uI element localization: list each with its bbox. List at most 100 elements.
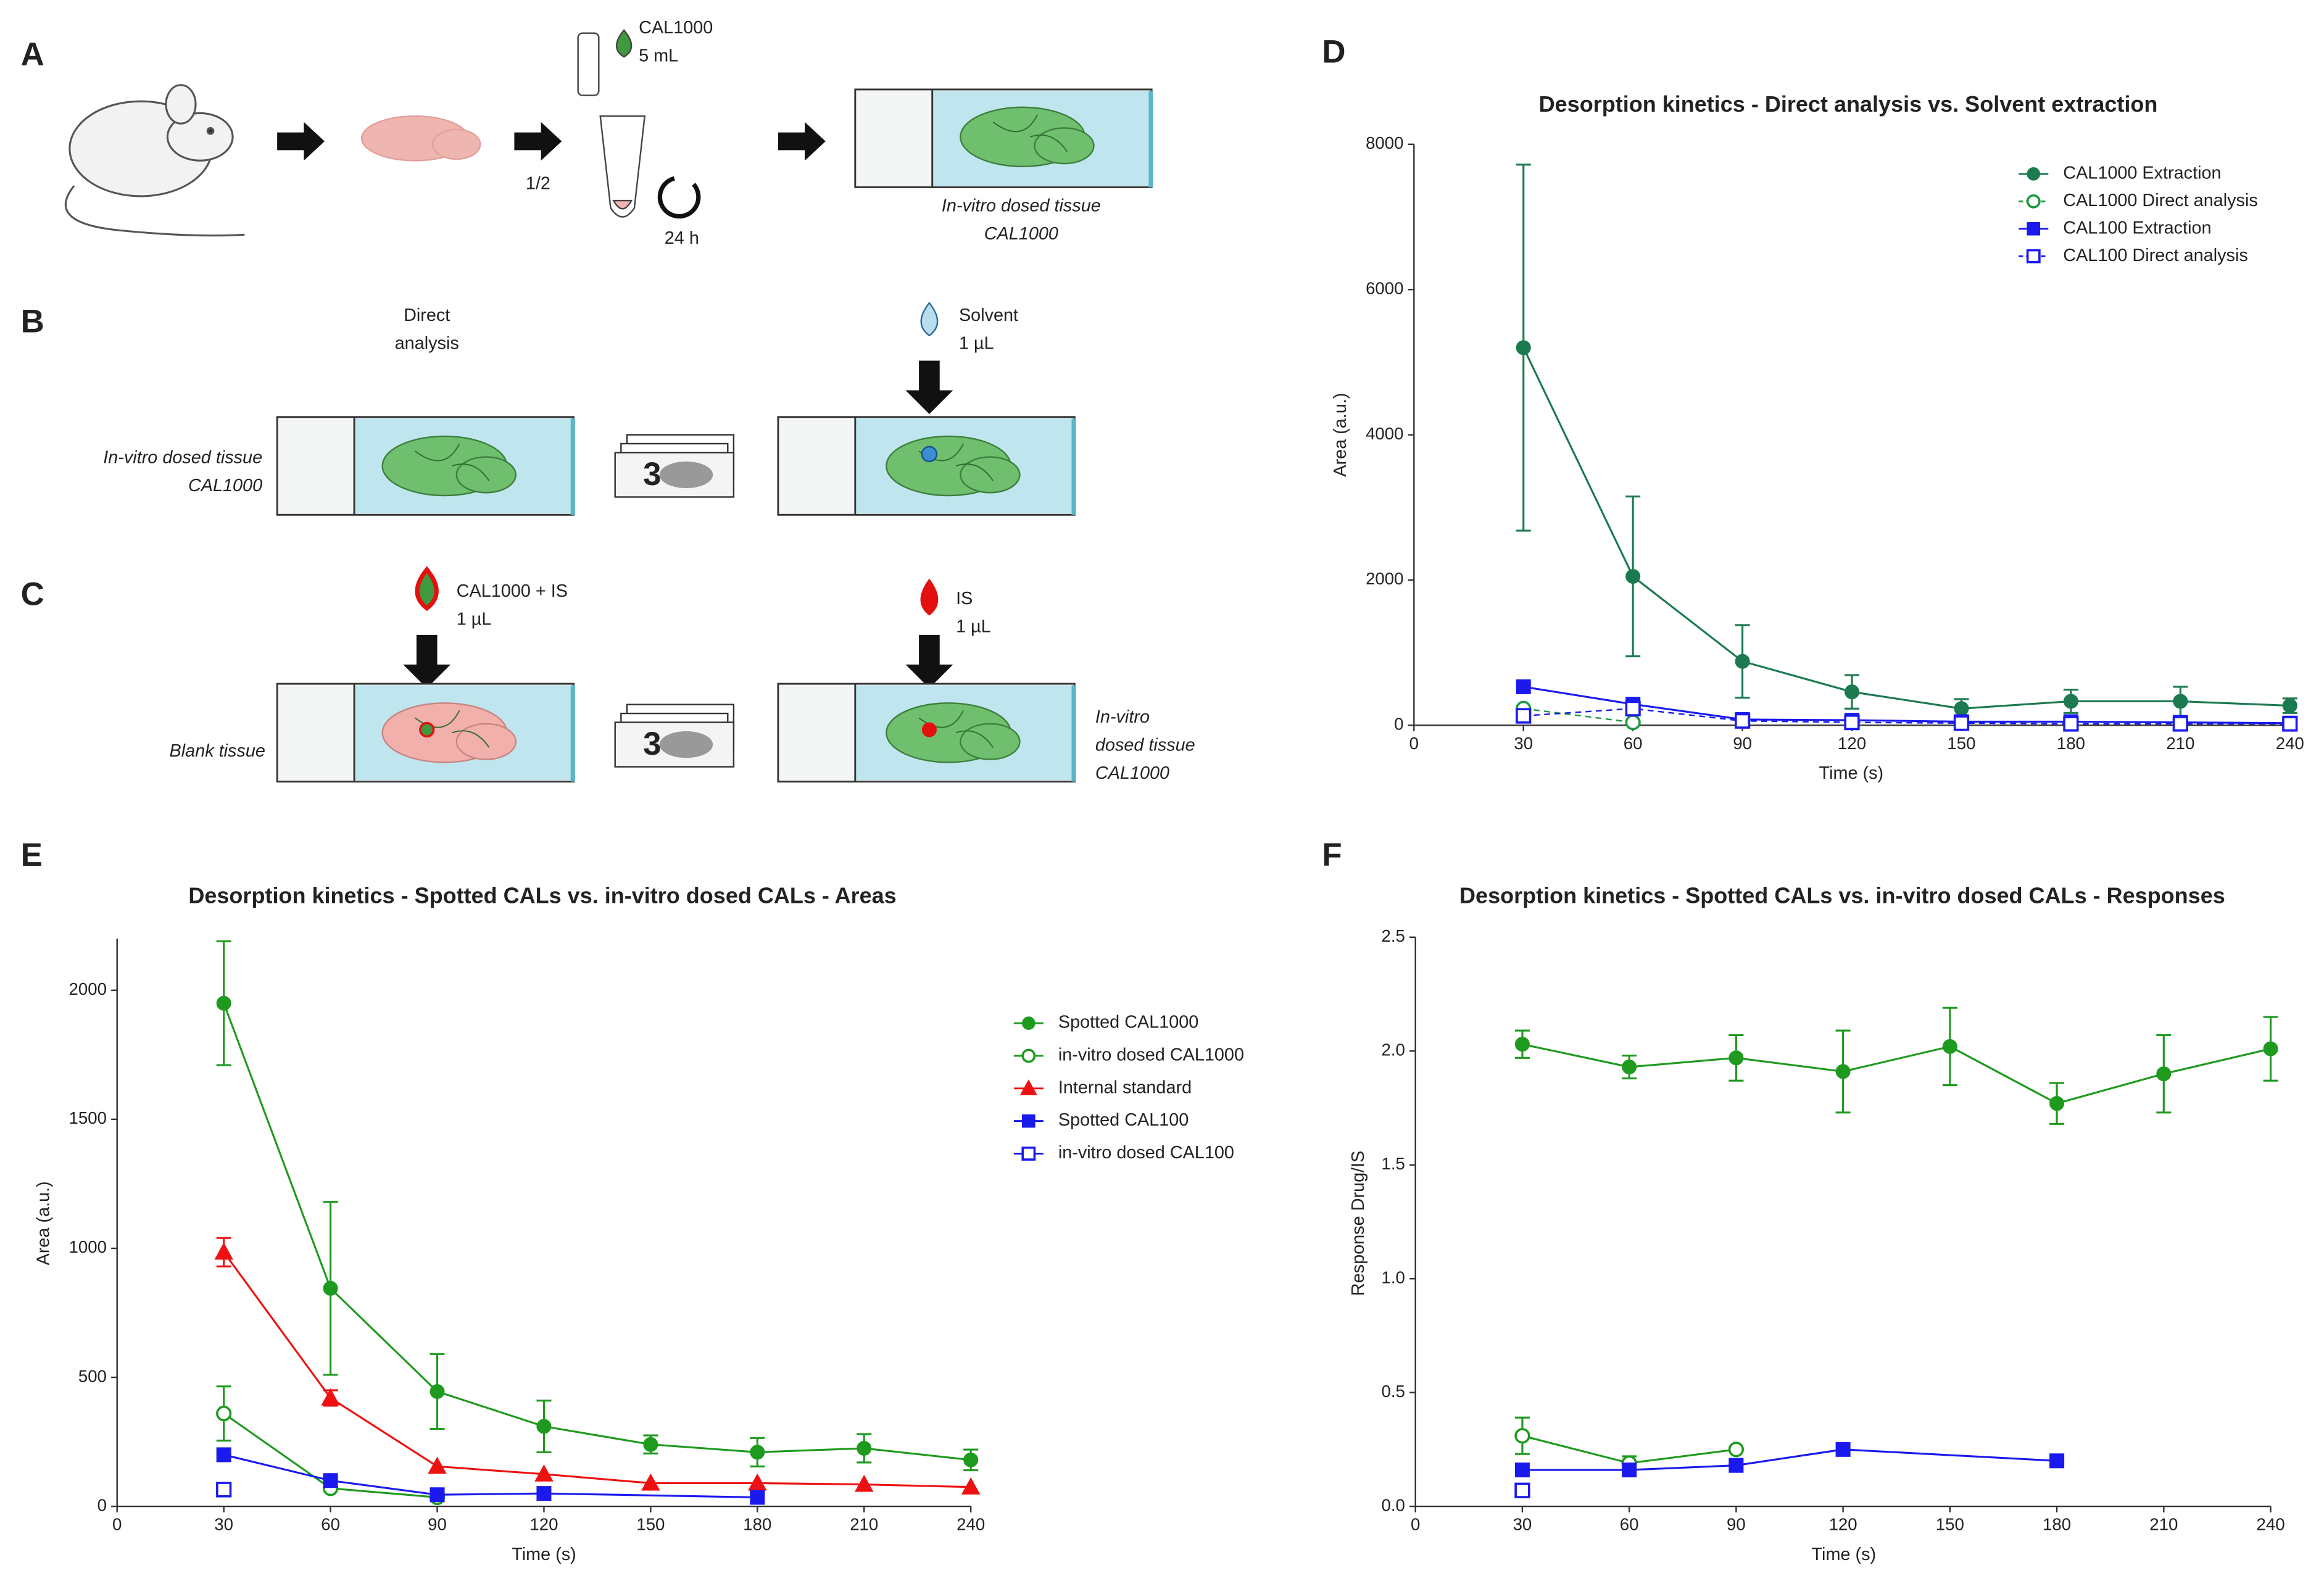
label: 1 µL: [956, 616, 991, 636]
marker: [1514, 1482, 1530, 1498]
chart: Desorption kinetics - Spotted CALs vs. i…: [34, 882, 1244, 1564]
y-tick-label: 1.0: [1382, 1268, 1405, 1287]
tissue: [360, 115, 481, 162]
y-axis-label: Area (a.u.): [1330, 393, 1350, 477]
marker: [2063, 694, 2078, 709]
x-tick-label: 60: [321, 1515, 340, 1534]
marker: [2049, 1453, 2065, 1469]
y-axis-label: Response Drug/IS: [1348, 1151, 1368, 1296]
x-tick-label: 240: [2256, 1515, 2285, 1534]
marker: [857, 1440, 872, 1456]
marker: [2263, 1041, 2278, 1056]
marker: [1622, 1060, 1637, 1075]
marker: [534, 1464, 554, 1482]
marker: [1728, 1442, 1745, 1458]
label: In-vitro: [1095, 707, 1150, 727]
marker: [2282, 698, 2297, 713]
marker: [216, 1482, 232, 1498]
marker: [1735, 654, 1750, 669]
marker: [430, 1487, 445, 1503]
chart-title: Desorption kinetics - Spotted CALs vs. i…: [188, 882, 896, 908]
series-line: [1523, 708, 2290, 725]
x-tick-label: 30: [1514, 734, 1533, 753]
marker: [1516, 708, 1532, 724]
marker: [2173, 694, 2188, 709]
marker: [1514, 1428, 1530, 1444]
x-tick-label: 120: [529, 1515, 558, 1534]
label: CAL1000: [1095, 763, 1169, 783]
spot: [921, 722, 937, 737]
marker: [2282, 716, 2298, 732]
label: 1/2: [526, 173, 550, 193]
x-tick-label: 0: [112, 1515, 122, 1534]
y-tick-label: 2.0: [1382, 1040, 1405, 1060]
label: 3: [643, 456, 661, 492]
marker: [1514, 1037, 1530, 1052]
label: Solvent: [959, 305, 1018, 325]
marker: [2027, 167, 2041, 181]
x-tick-label: 0: [1411, 1515, 1420, 1534]
legend-label: Spotted CAL100: [1058, 1110, 1189, 1130]
mouse: [64, 84, 245, 237]
marker: [2027, 222, 2041, 236]
drop: [920, 578, 939, 616]
arrow: [778, 122, 826, 161]
marker: [1728, 1050, 1744, 1066]
x-tick-label: 90: [428, 1515, 447, 1534]
y-tick-label: 1000: [69, 1237, 107, 1256]
y-axis-label: Area (a.u.): [34, 1181, 54, 1265]
x-tick-label: 60: [1624, 734, 1643, 753]
legend-label: CAL1000 Extraction: [2063, 163, 2221, 183]
chart-title: Desorption kinetics - Spotted CALs vs. i…: [1459, 882, 2225, 908]
legend-label: in-vitro dosed CAL1000: [1058, 1045, 1244, 1065]
x-tick-label: 90: [1727, 1515, 1746, 1534]
marker: [855, 1474, 874, 1492]
label: 1 µL: [959, 334, 994, 354]
marker: [1021, 1048, 1036, 1063]
chart-title: Desorption kinetics - Direct analysis vs…: [1539, 91, 2158, 117]
marker: [216, 1447, 231, 1463]
series-line: [1523, 686, 2290, 724]
label: CAL1000: [639, 18, 713, 38]
y-tick-label: 1500: [69, 1108, 107, 1127]
label: CAL1000: [188, 476, 262, 496]
label: 5 mL: [639, 46, 678, 66]
marker: [2026, 249, 2041, 264]
arrow: [905, 360, 953, 414]
x-tick-label: 150: [1947, 734, 1975, 753]
marker: [2156, 1066, 2172, 1082]
y-tick-label: 6000: [1366, 278, 1403, 297]
y-tick-label: 2000: [69, 979, 107, 998]
x-tick-label: 240: [2276, 734, 2304, 753]
marker: [216, 1405, 232, 1422]
marker: [323, 1280, 338, 1296]
x-tick-label: 150: [1936, 1515, 1964, 1534]
marker: [1019, 1079, 1037, 1095]
marker: [1942, 1039, 1957, 1054]
marker: [1734, 713, 1751, 729]
label: 1 µL: [457, 609, 492, 629]
x-tick-label: 180: [2057, 734, 2085, 753]
label: Blank tissue: [170, 741, 265, 761]
drop: [415, 566, 439, 612]
x-tick-label: 0: [1409, 734, 1419, 753]
x-tick-label: 120: [1838, 734, 1866, 753]
marker: [750, 1445, 765, 1460]
label: IS: [956, 589, 973, 608]
arrow: [514, 122, 562, 161]
marker: [536, 1486, 552, 1501]
y-tick-label: 8000: [1366, 133, 1403, 152]
legend-label: CAL1000 Direct analysis: [2063, 191, 2258, 210]
series-line: [1522, 1448, 2057, 1471]
marker: [2049, 1096, 2065, 1111]
tube: [577, 29, 646, 218]
label: 3: [643, 726, 661, 762]
marker: [2026, 194, 2041, 209]
series-line: [1522, 347, 2290, 710]
marker: [1022, 1016, 1035, 1030]
marker: [1622, 1463, 1637, 1478]
x-tick-label: 30: [214, 1515, 233, 1534]
y-tick-label: 0: [98, 1495, 107, 1514]
y-tick-label: 1.5: [1382, 1154, 1405, 1173]
clock: [657, 176, 701, 219]
